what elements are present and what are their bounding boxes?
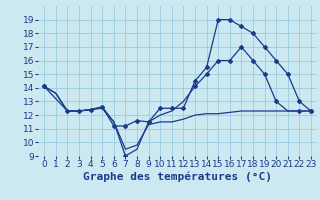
- X-axis label: Graphe des températures (°C): Graphe des températures (°C): [83, 172, 272, 182]
